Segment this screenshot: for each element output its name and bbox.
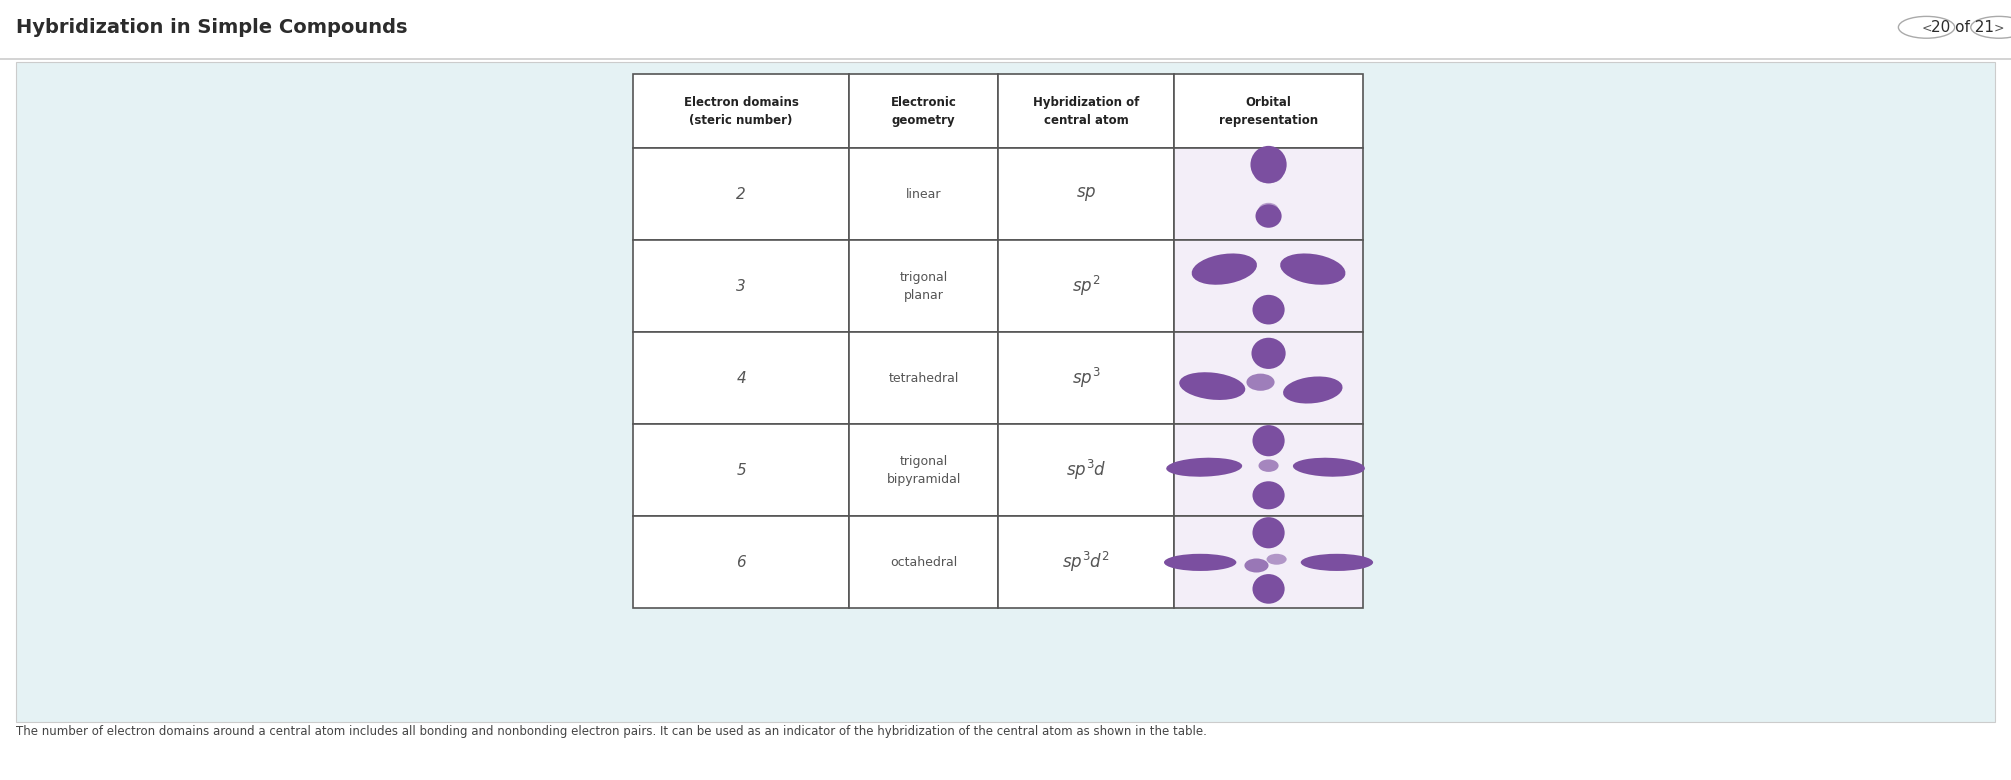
Bar [633, 516, 849, 608]
Text: $\mathit{sp}^3\mathit{d}$: $\mathit{sp}^3\mathit{d}$ [1066, 459, 1106, 482]
Text: 4: 4 [736, 370, 746, 386]
Ellipse shape [1259, 459, 1279, 472]
Ellipse shape [1267, 554, 1287, 565]
Text: $\mathit{sp}$: $\mathit{sp}$ [1076, 185, 1096, 204]
Ellipse shape [1253, 295, 1285, 324]
Ellipse shape [1164, 554, 1237, 571]
Text: $\mathit{sp}^3\mathit{d}^2$: $\mathit{sp}^3\mathit{d}^2$ [1062, 551, 1110, 574]
Ellipse shape [1293, 458, 1365, 477]
Text: $\mathit{sp}^3$: $\mathit{sp}^3$ [1072, 367, 1100, 390]
Text: 3: 3 [736, 278, 746, 294]
Ellipse shape [1253, 481, 1285, 509]
Bar [849, 516, 997, 608]
Bar [997, 240, 1174, 332]
Ellipse shape [1178, 372, 1245, 400]
Ellipse shape [1301, 554, 1374, 571]
Ellipse shape [1253, 517, 1285, 548]
Ellipse shape [1283, 377, 1343, 403]
Ellipse shape [1259, 203, 1279, 217]
Circle shape [1898, 16, 1955, 38]
Text: linear: linear [905, 188, 941, 200]
Ellipse shape [1251, 146, 1287, 183]
Text: 5: 5 [736, 463, 746, 478]
Text: 20 of 21: 20 of 21 [1931, 20, 1995, 35]
Bar [633, 74, 849, 148]
Bar [997, 516, 1174, 608]
Text: 6: 6 [736, 555, 746, 570]
Text: Hybridization in Simple Compounds: Hybridization in Simple Compounds [16, 18, 408, 37]
Bar [1174, 74, 1363, 148]
Bar [633, 148, 849, 240]
Text: octahedral: octahedral [891, 556, 957, 569]
Bar [997, 148, 1174, 240]
Bar [633, 240, 849, 332]
Text: The number of electron domains around a central atom includes all bonding and no: The number of electron domains around a … [16, 725, 1207, 738]
Circle shape [1971, 16, 2011, 38]
Bar [849, 332, 997, 424]
Ellipse shape [1255, 204, 1281, 228]
Ellipse shape [1281, 254, 1345, 285]
Text: >: > [1993, 22, 2005, 34]
Bar [1174, 332, 1363, 424]
Bar [997, 74, 1174, 148]
Bar [849, 148, 997, 240]
Text: Orbital
representation: Orbital representation [1219, 96, 1317, 126]
Text: trigonal
bipyramidal: trigonal bipyramidal [887, 455, 961, 486]
Text: $\mathit{sp}^2$: $\mathit{sp}^2$ [1072, 275, 1100, 298]
Ellipse shape [1247, 374, 1275, 391]
Text: <: < [1921, 22, 1933, 34]
Text: Electronic
geometry: Electronic geometry [891, 96, 957, 126]
Bar [997, 332, 1174, 424]
Bar [1174, 148, 1363, 240]
Bar [1174, 424, 1363, 516]
Ellipse shape [1255, 166, 1283, 183]
Bar [633, 332, 849, 424]
Text: trigonal
planar: trigonal planar [899, 271, 947, 302]
Ellipse shape [1251, 338, 1285, 369]
Bar [849, 240, 997, 332]
Text: Hybridization of
central atom: Hybridization of central atom [1034, 96, 1140, 126]
Ellipse shape [1253, 425, 1285, 456]
Text: Electron domains
(steric number): Electron domains (steric number) [684, 96, 798, 126]
Ellipse shape [1166, 458, 1243, 477]
Text: 2: 2 [736, 186, 746, 202]
Bar [633, 424, 849, 516]
Bar [1174, 516, 1363, 608]
Bar [997, 424, 1174, 516]
Ellipse shape [1193, 254, 1257, 285]
Ellipse shape [1245, 558, 1269, 573]
FancyBboxPatch shape [16, 62, 1995, 722]
Bar [849, 424, 997, 516]
Bar [849, 74, 997, 148]
Text: tetrahedral: tetrahedral [889, 372, 959, 385]
Ellipse shape [1253, 574, 1285, 604]
Bar [1174, 240, 1363, 332]
